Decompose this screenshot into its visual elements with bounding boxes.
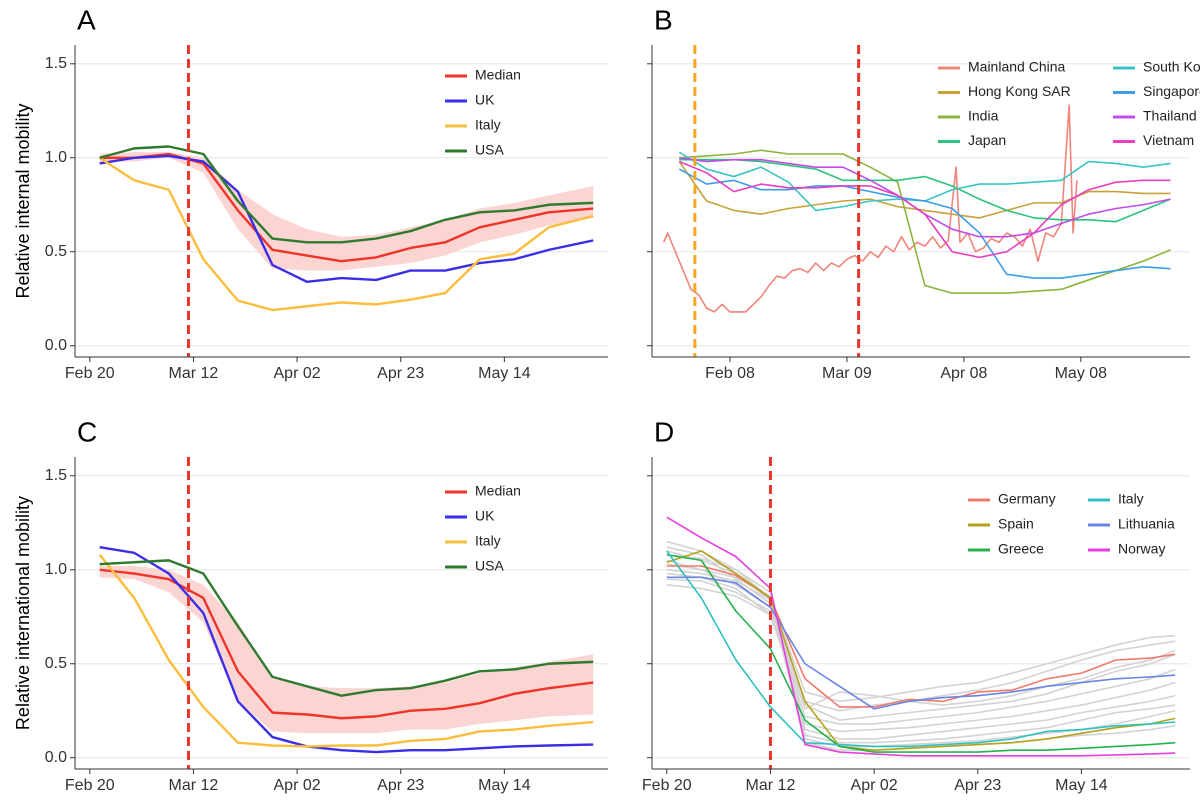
background-line: [666, 540, 1176, 703]
y-axis-title: Relative internal mobility: [13, 103, 33, 298]
legend-label: UK: [475, 508, 495, 524]
x-tick-label: Feb 08: [705, 365, 755, 382]
background-line: [666, 568, 1176, 744]
panel-label: A: [77, 4, 96, 35]
legend-label: Lithuania: [1118, 516, 1175, 532]
y-tick-label: 1.5: [45, 467, 67, 484]
x-tick-label: Mar 12: [169, 365, 219, 382]
x-tick-label: Feb 20: [642, 777, 692, 794]
x-tick-label: Apr 23: [954, 777, 1001, 794]
confidence-band: [99, 566, 594, 734]
background-line: [666, 584, 1176, 710]
legend-label: Median: [475, 67, 521, 83]
legend-label: Italy: [475, 117, 501, 133]
x-tick-label: May 14: [478, 365, 531, 382]
plot-area: [75, 45, 608, 357]
series-line: [679, 149, 1171, 294]
x-tick-label: Apr 02: [851, 777, 898, 794]
series-line: [678, 160, 1171, 259]
legend-label: Median: [475, 483, 521, 499]
plot-area: [652, 457, 1190, 769]
x-tick-label: Feb 20: [65, 365, 115, 382]
legend-label: Mainland China: [968, 59, 1065, 75]
y-tick-label: 0.5: [45, 655, 67, 672]
series-line: [99, 546, 594, 754]
y-tick-label: 0.0: [45, 337, 67, 354]
y-tick-label: 1.0: [45, 561, 67, 578]
legend-label: Norway: [1118, 541, 1165, 557]
legend-label: Germany: [998, 491, 1056, 507]
background-line: [666, 546, 1176, 712]
x-tick-label: Mar 12: [169, 777, 219, 794]
x-tick-label: Mar 12: [746, 777, 796, 794]
series-line: [99, 559, 594, 697]
y-tick-label: 0.0: [45, 749, 67, 766]
x-tick-label: Apr 23: [377, 777, 424, 794]
x-tick-label: May 14: [1055, 777, 1108, 794]
legend-label: USA: [475, 558, 504, 574]
background-line: [666, 553, 1176, 740]
legend-label: Spain: [998, 516, 1034, 532]
legend-label: Thailand: [1143, 108, 1197, 124]
legend-label: UK: [475, 92, 495, 108]
series-line: [666, 516, 1176, 757]
series-line: [666, 550, 1176, 748]
x-tick-label: May 08: [1055, 365, 1108, 382]
x-tick-label: Apr 08: [940, 365, 987, 382]
x-tick-label: Apr 02: [274, 365, 321, 382]
series-line: [678, 161, 1171, 219]
legend-label: Greece: [998, 541, 1044, 557]
series-line: [98, 553, 594, 748]
background-line: [666, 578, 1176, 733]
series-line: [666, 576, 1176, 710]
legend-label: Italy: [475, 533, 501, 549]
series-line: [678, 168, 1171, 279]
legend-label: USA: [475, 142, 504, 158]
panel-label: C: [77, 416, 97, 447]
series-line: [99, 145, 594, 244]
legend-label: Vietnam: [1143, 132, 1194, 148]
y-tick-label: 1.5: [45, 55, 67, 72]
panel-label: D: [654, 416, 674, 447]
series-line: [679, 158, 1171, 223]
x-tick-label: May 14: [478, 777, 531, 794]
y-axis-title: Relative international mobility: [13, 496, 33, 730]
x-tick-label: Mar 09: [822, 365, 872, 382]
x-tick-label: Apr 02: [274, 777, 321, 794]
legend-label: South Korea: [1143, 59, 1200, 75]
y-tick-label: 1.0: [45, 149, 67, 166]
series-line: [99, 154, 594, 284]
x-tick-label: Feb 20: [65, 777, 115, 794]
y-tick-label: 0.5: [45, 243, 67, 260]
series-line: [99, 156, 594, 312]
legend-label: Japan: [968, 132, 1006, 148]
series-line: [666, 553, 1176, 753]
legend-label: India: [968, 108, 999, 124]
series-line: [666, 550, 1176, 752]
x-tick-label: Apr 23: [377, 365, 424, 382]
legend-label: Hong Kong SAR: [968, 83, 1071, 99]
legend-label: Singapore: [1143, 83, 1200, 99]
legend-label: Italy: [1118, 491, 1144, 507]
panel-label: B: [654, 4, 673, 35]
